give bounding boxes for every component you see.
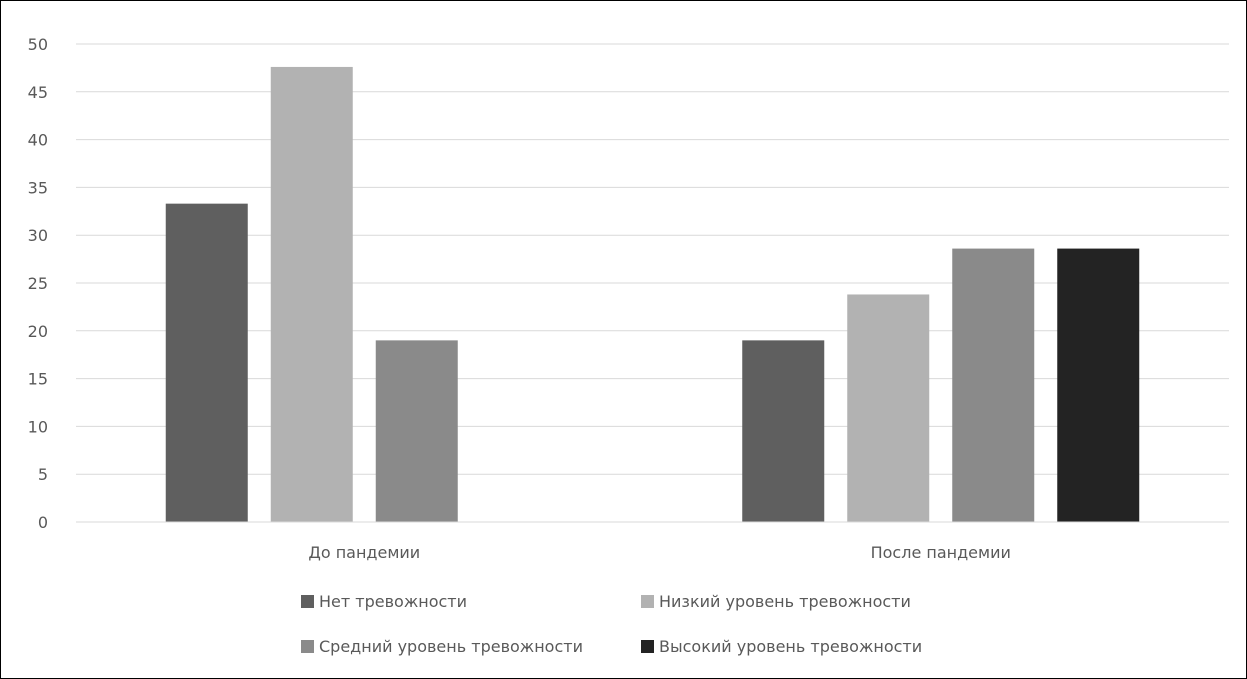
y-tick-label-9: 45	[28, 83, 48, 102]
y-tick-label-6: 30	[28, 226, 48, 245]
y-tick-label-2: 10	[28, 417, 48, 436]
legend-swatch-3	[641, 640, 654, 653]
legend-label-3: Высокий уровень тревожности	[659, 637, 922, 656]
y-tick-label-7: 35	[28, 178, 48, 197]
legend-label-1: Низкий уровень тревожности	[659, 592, 911, 611]
legend-item-2: Средний уровень тревожности	[301, 637, 583, 656]
bar-1-1	[847, 294, 930, 522]
bar-1-2	[952, 248, 1035, 523]
bars	[165, 66, 1140, 523]
bar-0-0	[165, 203, 248, 523]
bar-0-1	[270, 66, 353, 522]
y-tick-label-3: 15	[28, 370, 48, 389]
legend-item-0: Нет тревожности	[301, 592, 467, 611]
bar-1-3	[1057, 248, 1140, 523]
y-tick-label-5: 25	[28, 274, 48, 293]
legend-item-3: Высокий уровень тревожности	[641, 637, 922, 656]
y-axis-ticks: 0 5 10 15 20 25 30 35 40 45 50	[28, 35, 48, 532]
y-tick-label-1: 5	[38, 465, 48, 484]
category-label-1: После пандемии	[871, 543, 1011, 562]
legend-item-1: Низкий уровень тревожности	[641, 592, 911, 611]
bar-1-0	[742, 340, 825, 522]
bar-0-2	[375, 340, 458, 522]
y-tick-label-10: 50	[28, 35, 48, 54]
x-axis-categories: До пандемии После пандемии	[308, 543, 1011, 562]
legend-swatch-0	[301, 595, 314, 608]
legend-label-0: Нет тревожности	[319, 592, 467, 611]
legend-swatch-2	[301, 640, 314, 653]
legend: Нет тревожности Низкий уровень тревожнос…	[301, 592, 922, 656]
y-tick-label-0: 0	[38, 513, 48, 532]
y-tick-label-4: 20	[28, 322, 48, 341]
legend-label-2: Средний уровень тревожности	[319, 637, 583, 656]
gridlines	[76, 43, 1229, 475]
category-label-0: До пандемии	[308, 543, 420, 562]
legend-swatch-1	[641, 595, 654, 608]
y-tick-label-8: 40	[28, 131, 48, 150]
